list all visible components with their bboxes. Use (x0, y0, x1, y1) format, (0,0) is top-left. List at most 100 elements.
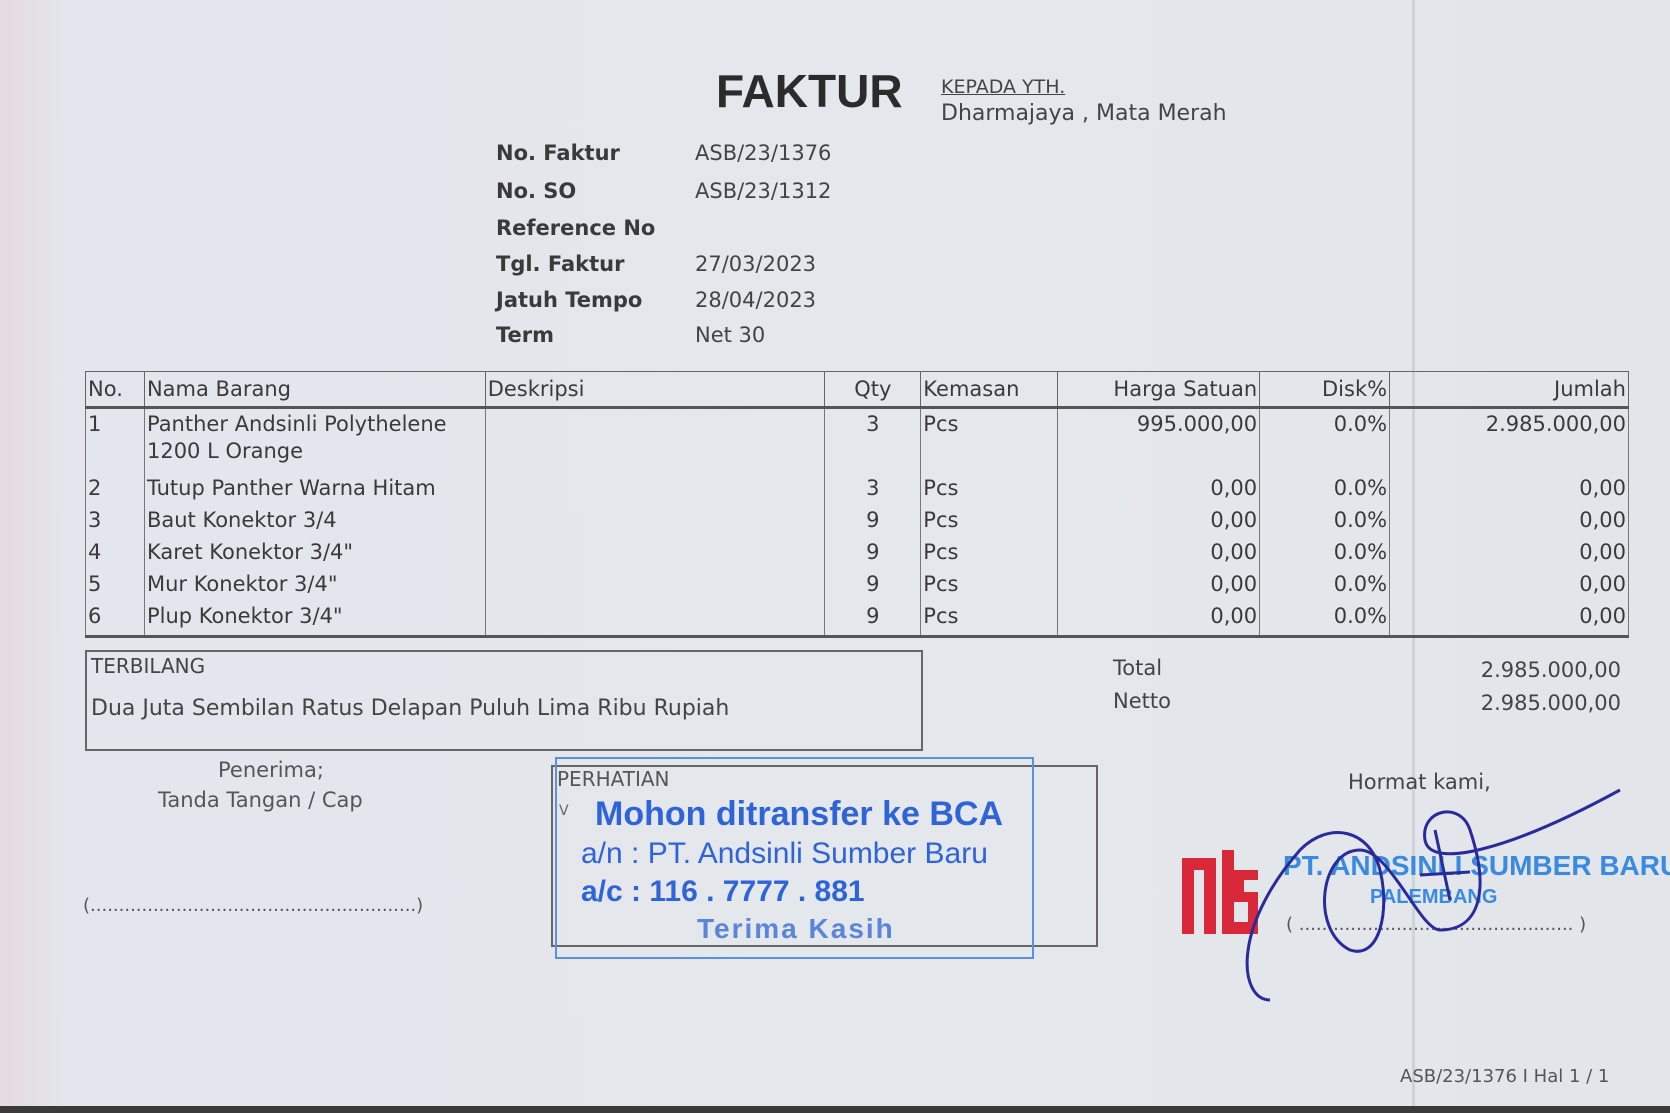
table-row: 4 Karet Konektor 3/4" 9 Pcs 0,00 0.0% 0,00 (85, 539, 1629, 571)
receiver-label: Penerima; (218, 758, 324, 782)
cell-text: Pcs (923, 604, 959, 628)
document-title: FAKTUR (716, 65, 903, 117)
cell-disc: 0.0% (1259, 539, 1391, 571)
cell-name: Karet Konektor 3/4" (143, 539, 486, 571)
cell-disc: 0.0% (1259, 475, 1391, 507)
table-header-row: No. Nama Barang Deskripsi Qty Kemasan Ha… (85, 371, 1629, 409)
cell-total: 0,00 (1389, 539, 1629, 571)
field-value: ASB/23/1312 (695, 179, 832, 203)
cell-name: Plup Konektor 3/4" (143, 603, 486, 638)
cell-name: Mur Konektor 3/4" (143, 571, 486, 603)
column-header: No. (85, 371, 145, 409)
handwritten-signature (1245, 788, 1621, 1002)
column-header: Deskripsi (484, 371, 826, 409)
stamp-line: Terima Kasih (697, 913, 895, 944)
cell-price: 0,00 (1057, 507, 1261, 539)
company-logo (1182, 850, 1258, 934)
cell-disc: 0.0% (1259, 407, 1391, 475)
terbilang-text: Dua Juta Sembilan Ratus Delapan Puluh Li… (91, 696, 730, 721)
cell-text: 3 (88, 508, 102, 532)
cell-no: 1 (85, 407, 145, 475)
column-header: Nama Barang (143, 371, 486, 409)
page-footer: ASB/23/1376 I Hal 1 / 1 (1400, 1066, 1610, 1087)
cell-text: 3 (866, 476, 880, 500)
stamp-line: Mohon ditransfer ke BCA (595, 795, 1004, 833)
total-value: 2.985.000,00 (1480, 658, 1621, 682)
field-label: Reference No (496, 216, 656, 240)
cell-text: 9 (866, 540, 880, 564)
cell-desc (484, 507, 826, 539)
cell-unit: Pcs (920, 603, 1059, 638)
cell-text: Pcs (923, 476, 959, 500)
cell-text: 0.0% (1333, 572, 1388, 596)
terbilang-label: TERBILANG (91, 654, 206, 678)
cell-text: 9 (866, 604, 880, 628)
receiver-signature-line: (.......................................… (83, 895, 424, 916)
sender-label: Hormat kami, (1348, 770, 1491, 794)
field-label: Tgl. Faktur (496, 252, 625, 276)
field-value: ASB/23/1376 (695, 141, 832, 165)
cell-text: 3 (866, 412, 880, 436)
cell-text: Baut Konektor 3/4 (146, 508, 337, 532)
terbilang-box: TERBILANG Dua Juta Sembilan Ratus Delapa… (85, 650, 923, 751)
cell-text: 6 (88, 604, 102, 628)
cell-desc (484, 539, 826, 571)
cell-total: 0,00 (1389, 603, 1629, 638)
cell-price: 0,00 (1057, 539, 1261, 571)
receiver-sub: Tanda Tangan / Cap (158, 788, 363, 812)
cell-desc (484, 571, 826, 603)
cell-disc: 0.0% (1259, 603, 1391, 638)
sender-signature-line: ( ......................................… (1286, 914, 1587, 935)
field-value: 28/04/2023 (695, 288, 817, 312)
table-row: 1 Panther Andsinli Polythelene 1200 L Oran… (85, 407, 1629, 475)
cell-price: 0,00 (1057, 475, 1261, 507)
field-value: Net 30 (695, 323, 766, 347)
cell-qty: 3 (824, 475, 922, 507)
cell-text: 2 (88, 476, 102, 500)
cell-text: 1200 L Orange (146, 439, 304, 463)
cell-text: Plup Konektor 3/4" (146, 604, 343, 628)
notice-mark: V (559, 803, 569, 819)
cell-text: Pcs (923, 508, 959, 532)
cell-text: 5 (88, 572, 102, 596)
cell-text: Panther Andsinli Polythelene (146, 412, 447, 436)
cell-qty: 9 (824, 539, 922, 571)
cell-no: 5 (85, 571, 145, 603)
cell-no: 2 (85, 475, 145, 507)
table-row: 2 Tutup Panther Warna Hitam 3 Pcs 0,00 0.0% 0,… (85, 475, 1629, 507)
cell-total: 0,00 (1389, 507, 1629, 539)
table-row: 5 Mur Konektor 3/4" 9 Pcs 0,00 0.0% 0,00 (85, 571, 1629, 603)
cell-text: 0,00 (1579, 476, 1626, 500)
cell-text: 0,00 (1210, 604, 1258, 628)
column-header: Harga Satuan (1057, 371, 1261, 409)
cell-desc (484, 603, 826, 638)
cell-text: Mur Konektor 3/4" (146, 572, 338, 596)
cell-text: 0.0% (1333, 604, 1388, 628)
field-value: 27/03/2023 (695, 252, 817, 276)
notice-label: PERHATIAN (557, 767, 670, 791)
cell-price: 0,00 (1057, 571, 1261, 603)
bank-transfer-stamp: Mohon ditransfer ke BCA a/n : PT. Andsin… (555, 757, 1034, 959)
total-label: Total (1113, 656, 1163, 680)
items-table: No. Nama Barang Deskripsi Qty Kemasan Ha… (85, 371, 1629, 638)
column-header: Disk% (1259, 371, 1391, 409)
cell-price: 0,00 (1057, 603, 1261, 638)
cell-desc (484, 407, 826, 475)
cell-qty: 9 (824, 603, 922, 638)
cell-no: 4 (85, 539, 145, 571)
cell-text: Tutup Panther Warna Hitam (146, 476, 436, 500)
cell-text: 0.0% (1333, 540, 1388, 564)
company-city-stamp: PALEMBANG (1370, 886, 1498, 908)
table-row: 3 Baut Konektor 3/4 9 Pcs 0,00 0.0% 0,00 (85, 507, 1629, 539)
cell-text: 4 (88, 540, 102, 564)
stamp-line: a/c : 116 . 7777 . 881 (581, 875, 865, 908)
field-label: Jatuh Tempo (496, 288, 643, 312)
cell-text: 9 (866, 572, 880, 596)
cell-unit: Pcs (920, 507, 1059, 539)
cell-total: 0,00 (1389, 475, 1629, 507)
cell-text: 0,00 (1210, 540, 1258, 564)
cell-qty: 9 (824, 571, 922, 603)
cell-text: Karet Konektor 3/4" (146, 540, 354, 564)
cell-text: Pcs (923, 540, 959, 564)
